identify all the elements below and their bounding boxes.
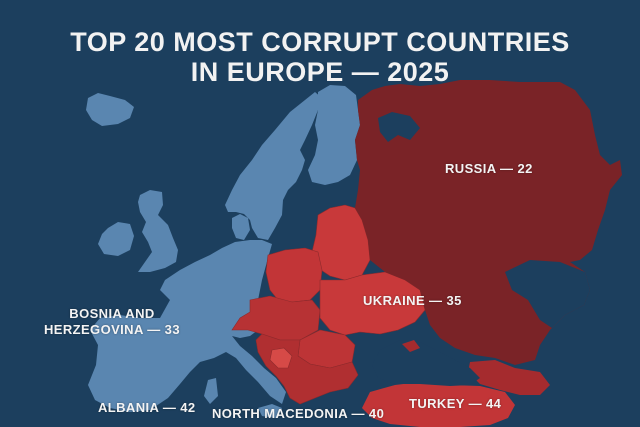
sardinia [204,378,218,404]
ukraine [319,271,426,336]
sicily [258,404,282,418]
map-title: TOP 20 MOST CORRUPT COUNTRIES IN EUROPE … [0,27,640,87]
denmark [232,214,250,240]
scandinavia [225,92,322,240]
label-albania: ALBANIA — 42 [98,400,196,415]
great-britain [138,190,178,272]
label-bosnia-line-1: BOSNIA AND [69,306,155,321]
iceland [86,93,134,126]
label-bosnia: BOSNIA AND HERZEGOVINA — 33 [44,306,180,338]
label-turkey: TURKEY — 44 [409,396,502,411]
title-line-2: IN EUROPE — 2025 [190,57,450,87]
turkey [362,382,515,427]
western-europe [88,240,286,412]
title-line-1: TOP 20 MOST CORRUPT COUNTRIES [70,27,570,57]
label-north-macedonia: NORTH MACEDONIA — 40 [212,406,385,421]
black-sea [372,340,480,386]
label-ukraine: UKRAINE — 35 [363,293,462,308]
caspian-area [505,260,590,328]
finland [308,85,360,185]
ireland [98,222,134,256]
crimea [402,340,420,352]
label-russia: RUSSIA — 22 [445,161,533,176]
label-bosnia-line-2: HERZEGOVINA — 33 [44,322,180,337]
bosnia-and-herzegovina [269,347,293,369]
poland [265,247,323,303]
white-sea [378,112,420,142]
caucasus [468,360,550,395]
